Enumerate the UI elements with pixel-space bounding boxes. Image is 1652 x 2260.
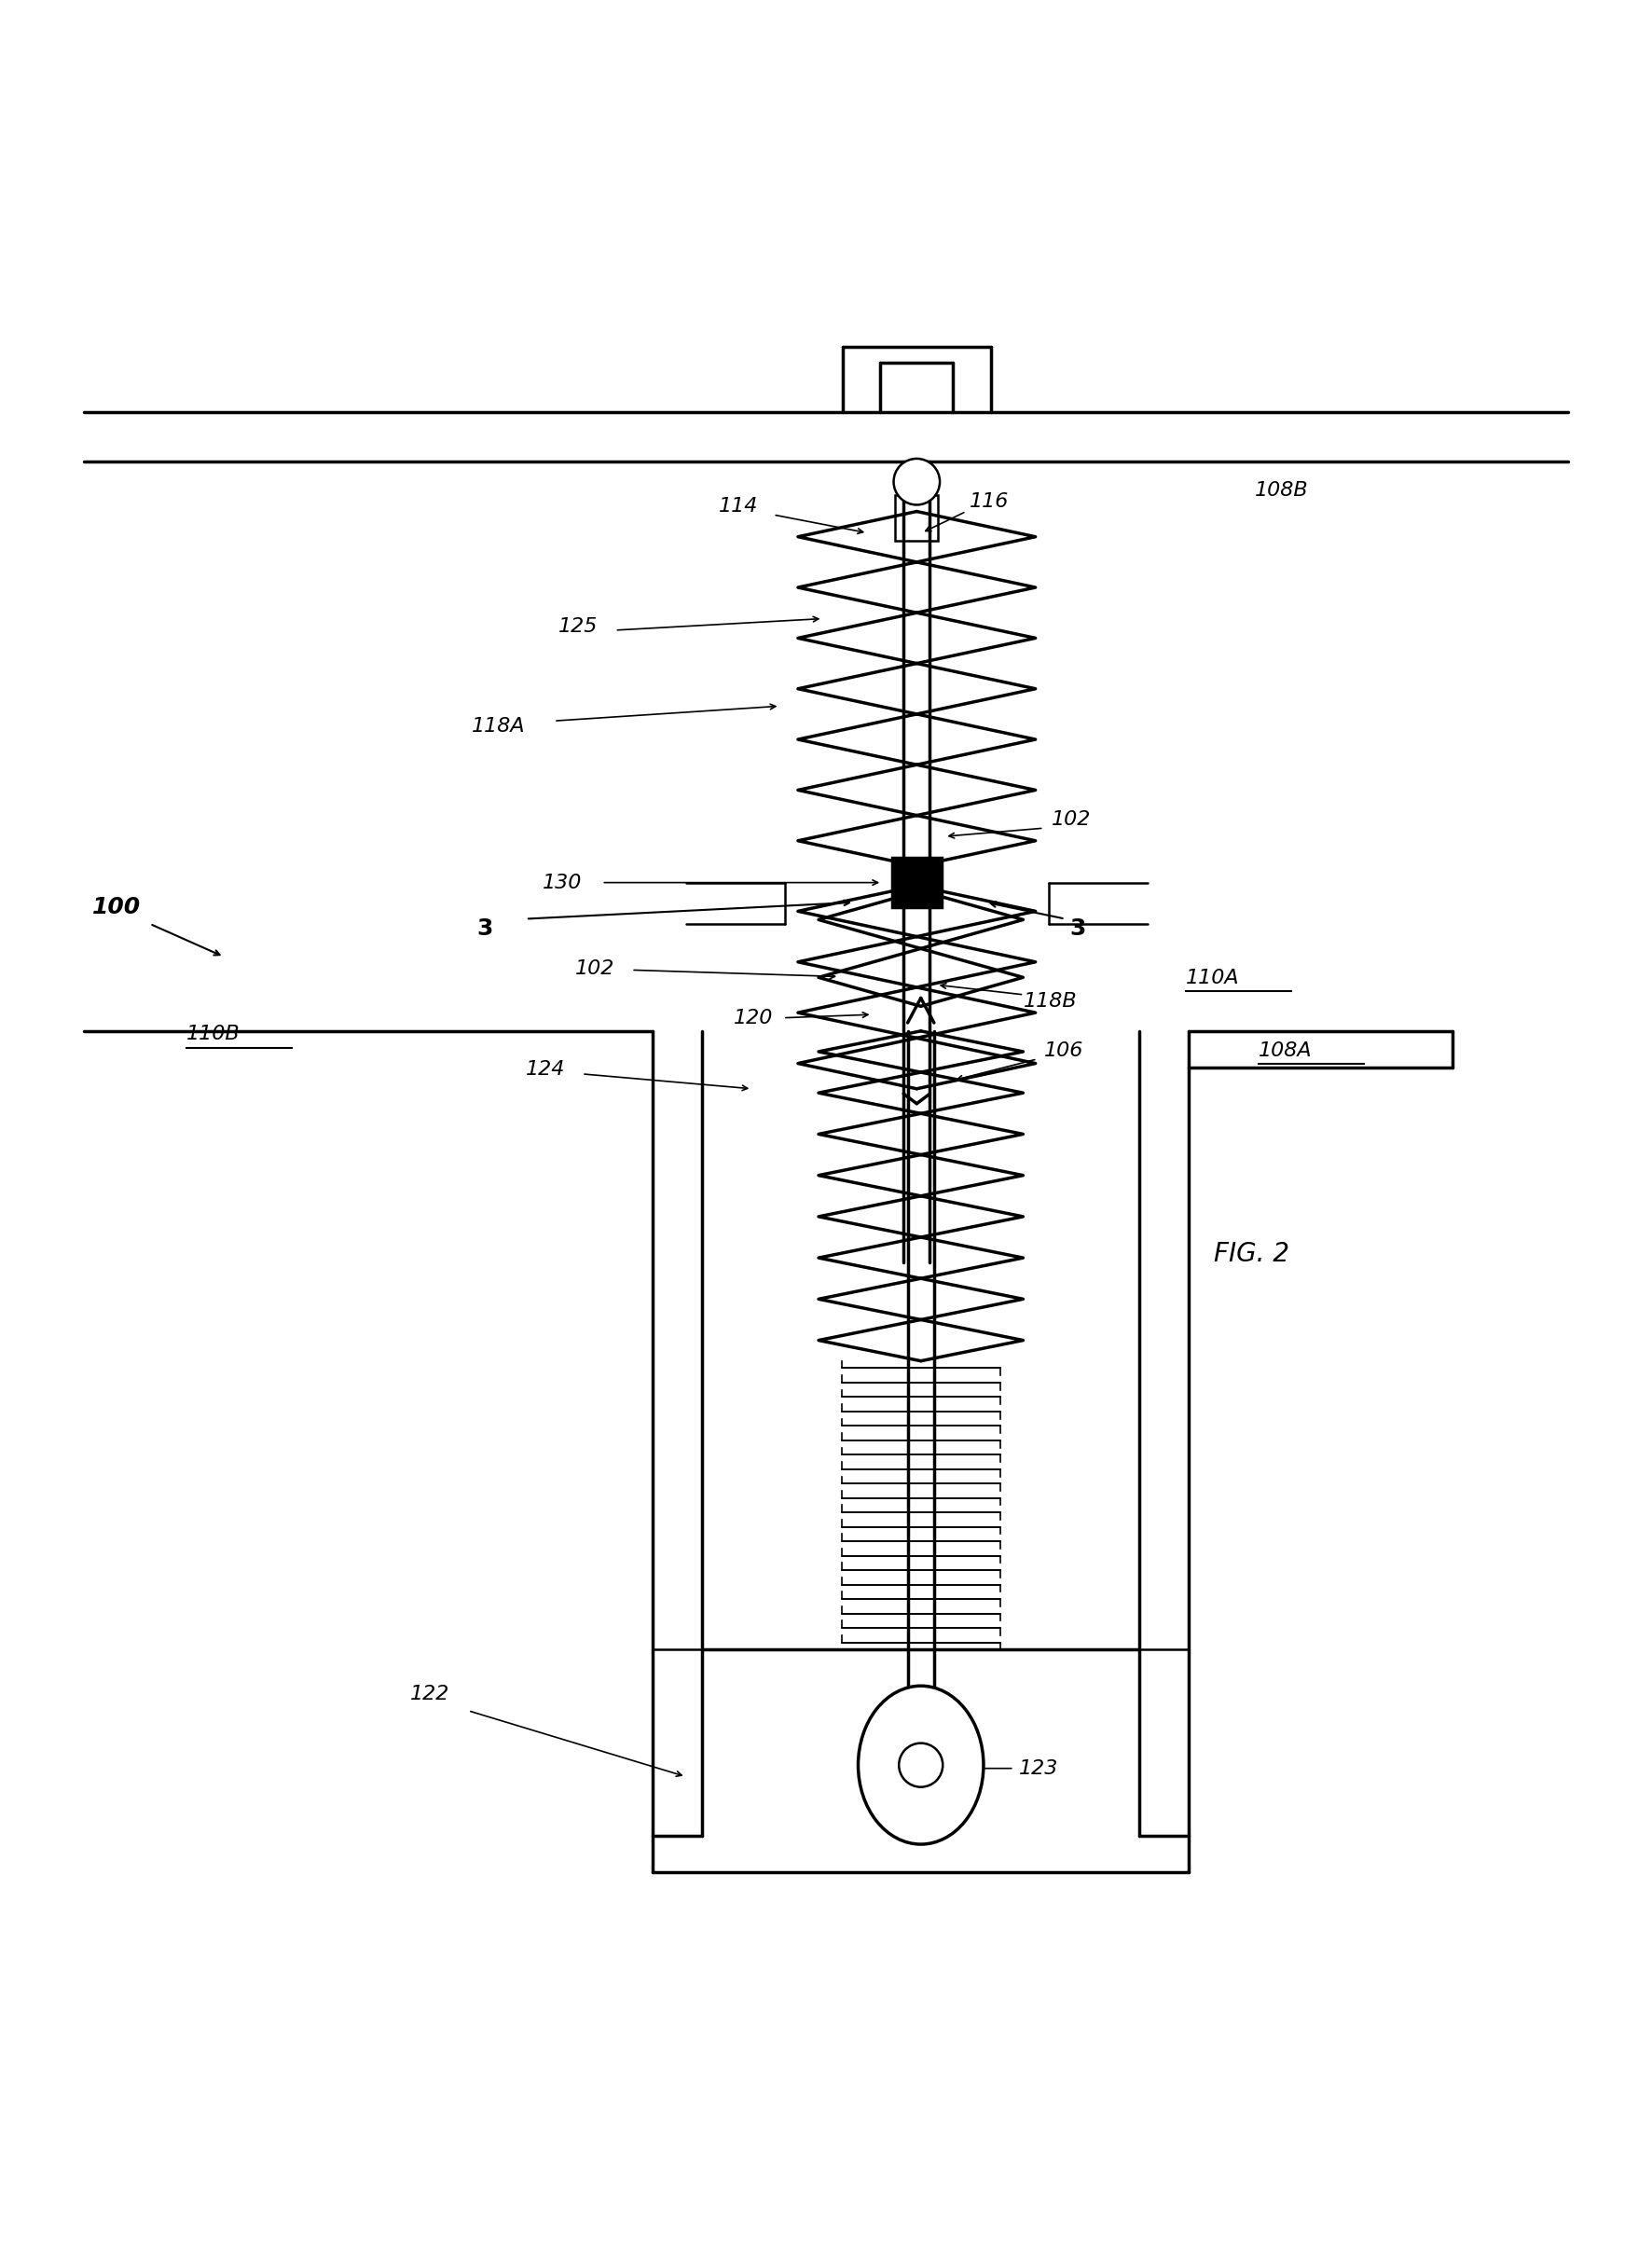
Text: 110A: 110A [1186,970,1239,988]
Bar [895,495,938,540]
Text: 123: 123 [1019,1758,1059,1779]
Text: 102: 102 [575,958,615,979]
Text: 102: 102 [1052,811,1092,829]
Text: 122: 122 [410,1684,449,1704]
Bar [892,859,942,906]
Ellipse shape [857,1686,983,1844]
Text: 125: 125 [558,617,598,637]
Text: 116: 116 [970,493,1009,511]
Text: 118A: 118A [471,716,525,735]
Text: 114: 114 [719,497,758,515]
Circle shape [894,459,940,504]
Circle shape [899,1742,943,1788]
Text: 3: 3 [1070,918,1087,940]
Text: 118B: 118B [1024,992,1077,1010]
Text: 108A: 108A [1259,1042,1312,1060]
Text: 108B: 108B [1256,481,1308,499]
Text: FIG. 2: FIG. 2 [1214,1241,1289,1268]
Text: 106: 106 [1044,1042,1084,1060]
Text: 130: 130 [542,872,582,893]
Text: 100: 100 [93,897,140,918]
Text: 120: 120 [733,1008,773,1026]
Text: 110B: 110B [187,1026,240,1044]
Text: 3: 3 [476,918,492,940]
Text: 124: 124 [525,1060,565,1078]
